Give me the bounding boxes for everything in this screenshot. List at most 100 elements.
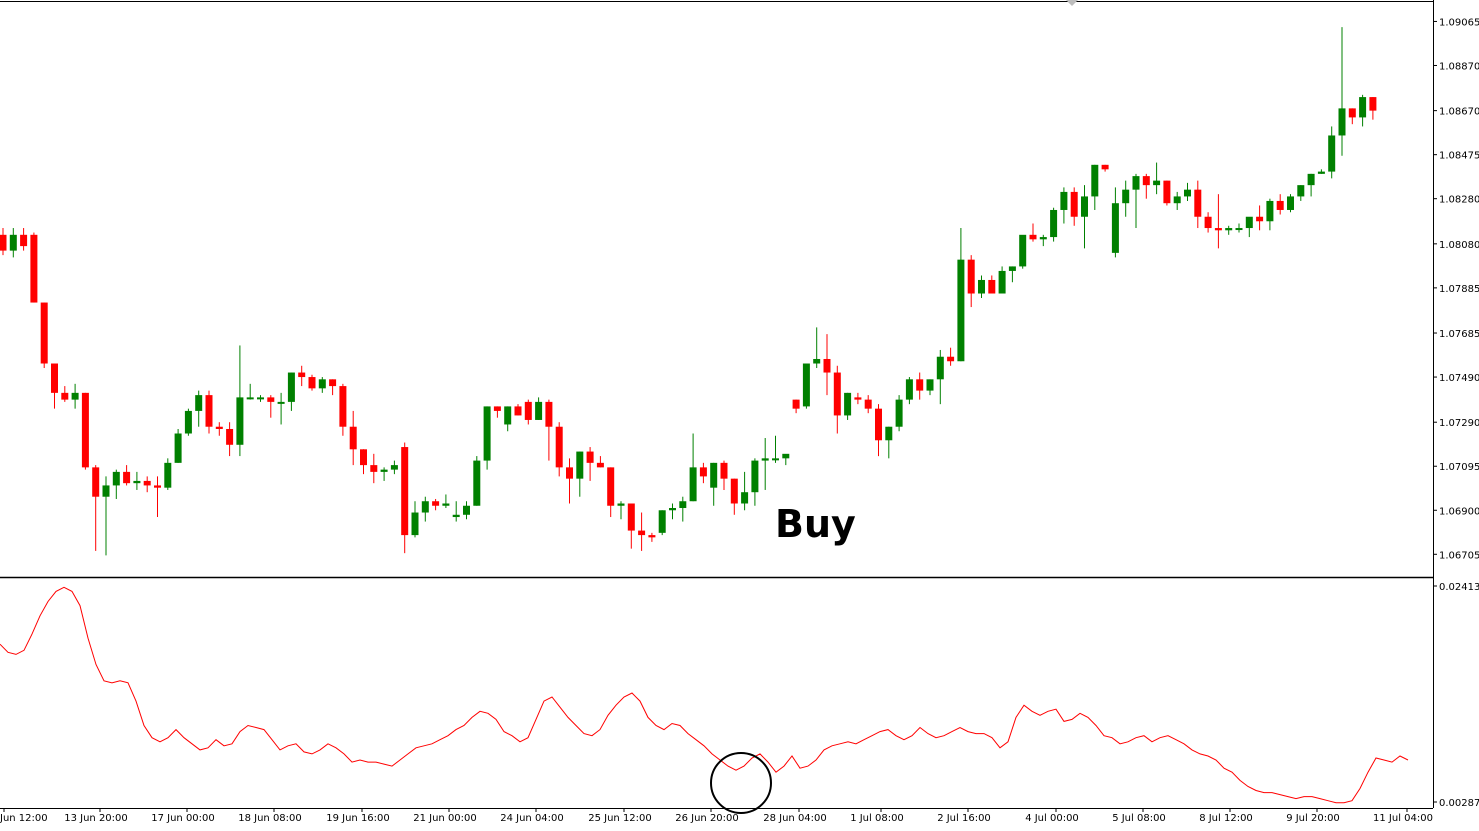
candle[interactable] (833, 365, 841, 434)
candle[interactable] (916, 372, 924, 400)
candle[interactable] (92, 465, 100, 551)
candle[interactable] (586, 447, 594, 481)
candle[interactable] (246, 383, 254, 400)
candle[interactable] (1317, 169, 1325, 174)
candle[interactable] (576, 451, 584, 497)
candle[interactable] (339, 383, 347, 436)
candle[interactable] (947, 347, 955, 366)
candle[interactable] (164, 458, 172, 490)
candle[interactable] (1369, 97, 1377, 120)
candle[interactable] (195, 390, 203, 427)
candle[interactable] (349, 410, 357, 466)
candle[interactable] (51, 363, 58, 409)
candle[interactable] (30, 232, 38, 303)
candle[interactable] (1132, 173, 1140, 229)
candle[interactable] (442, 494, 450, 509)
candle[interactable] (699, 462, 707, 484)
candle[interactable] (514, 404, 522, 416)
candle[interactable] (1338, 27, 1346, 156)
candle[interactable] (998, 266, 1006, 294)
candle[interactable] (1256, 205, 1264, 231)
candle[interactable] (885, 426, 893, 459)
candle[interactable] (102, 476, 110, 556)
candle[interactable] (277, 392, 285, 425)
candle[interactable] (112, 469, 120, 499)
candle[interactable] (432, 498, 440, 511)
candle[interactable] (1194, 180, 1202, 229)
candlestick-series[interactable] (0, 27, 1377, 556)
candle[interactable] (9, 228, 17, 258)
candle[interactable] (566, 458, 573, 504)
candle[interactable] (607, 467, 615, 518)
candle[interactable] (596, 456, 604, 468)
candle[interactable] (1029, 223, 1037, 242)
candle[interactable] (1101, 164, 1109, 172)
candle[interactable] (638, 512, 646, 551)
candle[interactable] (1235, 223, 1243, 233)
candle[interactable] (813, 327, 821, 369)
candle[interactable] (184, 408, 192, 436)
candle[interactable] (329, 379, 337, 396)
candle[interactable] (370, 453, 378, 484)
candle[interactable] (823, 334, 831, 396)
candle[interactable] (978, 275, 985, 299)
candle[interactable] (524, 399, 532, 425)
candle[interactable] (504, 406, 512, 432)
candle[interactable] (452, 501, 460, 522)
candle[interactable] (1225, 225, 1233, 235)
candle[interactable] (380, 467, 388, 481)
candle[interactable] (174, 428, 182, 463)
candle[interactable] (1307, 173, 1315, 197)
candle[interactable] (617, 501, 625, 520)
candle[interactable] (627, 503, 635, 549)
candle[interactable] (658, 510, 666, 536)
oscillator-line[interactable] (0, 586, 1409, 804)
candle[interactable] (1142, 173, 1150, 199)
candle[interactable] (1359, 94, 1367, 127)
candle[interactable] (298, 365, 306, 387)
candle[interactable] (689, 433, 697, 502)
candle[interactable] (792, 399, 800, 414)
candle[interactable] (669, 503, 676, 520)
candle[interactable] (730, 478, 738, 515)
candle[interactable] (483, 406, 491, 470)
candle[interactable] (802, 363, 810, 409)
candle[interactable] (40, 302, 48, 369)
candle[interactable] (720, 460, 728, 490)
candle[interactable] (1214, 194, 1222, 249)
candle[interactable] (411, 501, 419, 538)
candle[interactable] (205, 390, 213, 434)
candle[interactable] (1163, 180, 1171, 206)
candle[interactable] (1122, 180, 1130, 217)
candle[interactable] (473, 456, 481, 506)
candle[interactable] (1245, 216, 1253, 238)
candle[interactable] (1173, 191, 1181, 210)
candle[interactable] (782, 453, 790, 466)
candle[interactable] (1153, 162, 1161, 195)
candle[interactable] (1081, 185, 1088, 249)
candle[interactable] (318, 377, 326, 393)
candle[interactable] (1008, 266, 1016, 283)
candle[interactable] (154, 476, 161, 518)
candle[interactable] (926, 379, 934, 396)
candle[interactable] (1111, 187, 1119, 258)
candle[interactable] (1039, 234, 1047, 247)
candle[interactable] (864, 395, 872, 414)
candle[interactable] (1019, 234, 1027, 269)
candle[interactable] (1287, 194, 1294, 213)
candle[interactable] (236, 345, 244, 457)
candle[interactable] (648, 532, 656, 542)
candle[interactable] (741, 471, 749, 511)
candle[interactable] (0, 228, 7, 256)
candle[interactable] (421, 496, 429, 522)
candle[interactable] (1204, 212, 1212, 233)
candle[interactable] (463, 501, 470, 520)
candle[interactable] (936, 349, 944, 405)
candle[interactable] (1266, 198, 1274, 231)
candle[interactable] (679, 496, 687, 522)
candle[interactable] (123, 465, 131, 486)
candle[interactable] (215, 422, 223, 436)
oscillator-series[interactable] (0, 586, 1409, 804)
candle[interactable] (761, 438, 769, 490)
candle[interactable] (20, 228, 28, 251)
